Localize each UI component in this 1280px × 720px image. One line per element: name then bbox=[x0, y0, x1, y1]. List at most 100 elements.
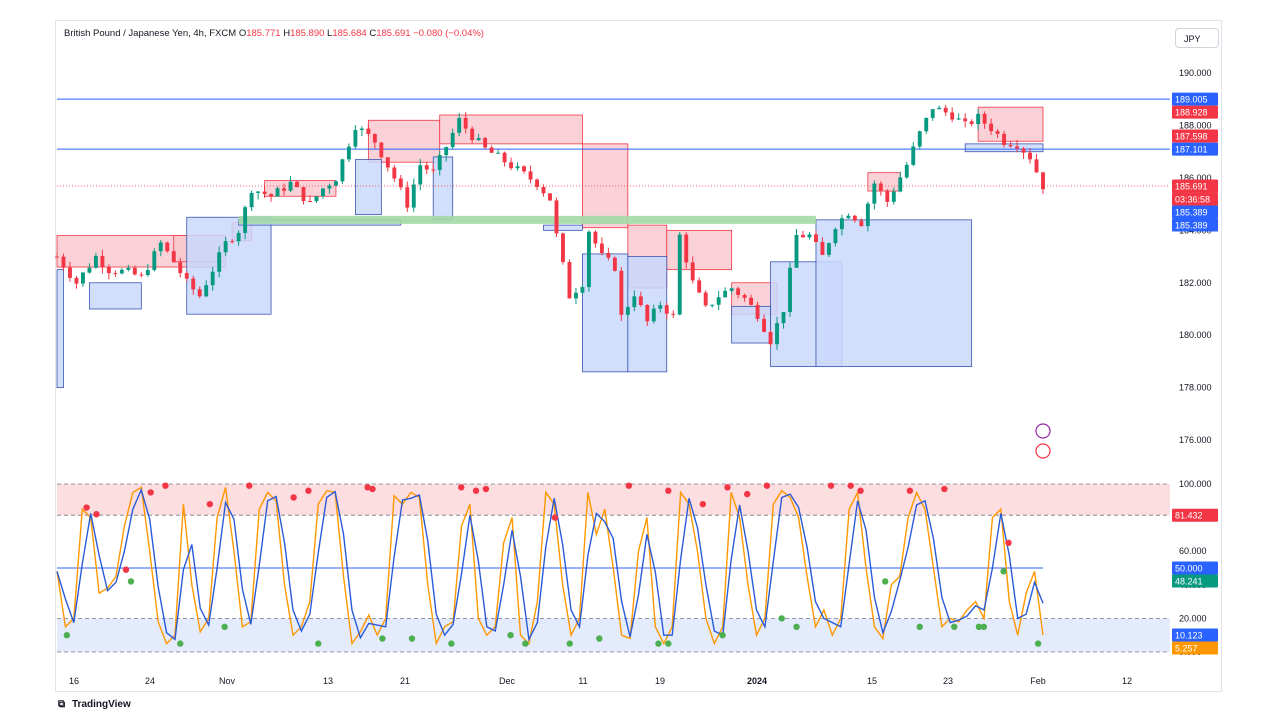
oversold-marker bbox=[665, 640, 672, 647]
candle-body bbox=[119, 269, 124, 274]
high-value: 185.890 bbox=[290, 28, 325, 39]
candle-body bbox=[249, 192, 254, 208]
oversold-marker bbox=[778, 615, 785, 622]
candle-body bbox=[463, 117, 468, 129]
overbought-marker bbox=[83, 504, 90, 511]
currency-selector[interactable]: JPY bbox=[1175, 28, 1219, 48]
candle-body bbox=[106, 267, 111, 274]
candle-body bbox=[327, 185, 332, 189]
price-tag-label: 187.101 bbox=[1175, 145, 1208, 155]
candle-body bbox=[1034, 159, 1039, 173]
price-tick-label: 180.000 bbox=[1179, 330, 1212, 340]
overbought-marker bbox=[847, 482, 854, 489]
oversold-marker bbox=[315, 640, 322, 647]
oversold-marker bbox=[448, 640, 455, 647]
countdown-tag bbox=[1172, 192, 1218, 206]
candle-body bbox=[801, 234, 805, 238]
candle-body bbox=[982, 113, 987, 124]
candle-body bbox=[937, 107, 942, 110]
candle-body bbox=[736, 288, 741, 295]
candle-body bbox=[282, 188, 286, 191]
time-tick-label: 13 bbox=[323, 676, 333, 686]
tradingview-logo[interactable]: ⧉ TradingView bbox=[58, 699, 131, 710]
price-tag-label: 188.928 bbox=[1175, 108, 1208, 118]
candle-body bbox=[61, 256, 66, 268]
overbought-marker bbox=[458, 484, 465, 491]
time-tick-label: Feb bbox=[1030, 676, 1046, 686]
candle-body bbox=[619, 270, 624, 315]
low-value: 185.684 bbox=[332, 28, 367, 39]
candle-body bbox=[314, 196, 319, 202]
overbought-marker bbox=[744, 490, 751, 498]
candle-body bbox=[152, 251, 157, 271]
candle-body bbox=[470, 128, 475, 141]
demand-zone bbox=[186, 216, 272, 315]
supply-zone bbox=[977, 106, 1044, 142]
overbought-marker bbox=[472, 487, 480, 494]
candle-body bbox=[872, 183, 877, 204]
candle-body bbox=[807, 234, 812, 238]
candle-body bbox=[885, 190, 890, 202]
price-tag-label: 185.691 bbox=[1175, 182, 1208, 192]
candle-body bbox=[522, 166, 526, 172]
candle-body bbox=[742, 294, 747, 298]
candle-body bbox=[366, 128, 371, 135]
oscillator-tag bbox=[1172, 641, 1218, 655]
candle-body bbox=[1021, 148, 1026, 153]
high-label: H bbox=[283, 28, 291, 39]
candle-body bbox=[768, 331, 773, 345]
candle-body bbox=[405, 187, 410, 208]
candle-body bbox=[295, 181, 299, 188]
candle-body bbox=[191, 278, 196, 290]
candle-body bbox=[132, 267, 137, 275]
candle-body bbox=[561, 233, 565, 263]
oversold-marker bbox=[951, 623, 958, 630]
candle-body bbox=[243, 207, 248, 233]
supply-zone bbox=[264, 180, 337, 197]
oversold-marker bbox=[127, 578, 135, 585]
candle-body bbox=[671, 313, 676, 315]
candle-body bbox=[113, 273, 118, 275]
candle-body bbox=[502, 152, 507, 163]
green-band bbox=[238, 215, 816, 224]
change-value: −0.080 (−0.04%) bbox=[413, 28, 484, 39]
candle-body bbox=[288, 181, 293, 191]
oversold-marker bbox=[1034, 640, 1042, 647]
low-label: L bbox=[327, 28, 333, 39]
candle-body bbox=[567, 262, 572, 299]
candle-body bbox=[178, 262, 183, 274]
oscillator-tag-label: 48.241 bbox=[1175, 577, 1203, 587]
supply-zone bbox=[367, 119, 441, 163]
demand-zone bbox=[543, 224, 583, 231]
candle-body bbox=[755, 304, 760, 319]
brand-label: TradingView bbox=[72, 699, 131, 710]
open-value: 185.771 bbox=[246, 28, 281, 39]
tradingview-icon: ⧉ bbox=[58, 699, 66, 710]
oscillator-tag-label: 50.000 bbox=[1175, 564, 1203, 574]
candle-body bbox=[930, 109, 935, 118]
candle-body bbox=[158, 242, 163, 252]
oscillator-tag bbox=[1172, 574, 1218, 588]
candle-body bbox=[81, 272, 85, 284]
candle-body bbox=[826, 243, 831, 255]
oversold-marker bbox=[975, 623, 983, 630]
candle-body bbox=[93, 255, 98, 268]
candle-body bbox=[684, 234, 689, 263]
overbought-marker bbox=[246, 482, 253, 489]
candle-body bbox=[308, 200, 312, 202]
oversold-marker bbox=[655, 640, 662, 647]
candle-body bbox=[256, 191, 261, 193]
candle-body bbox=[574, 292, 578, 299]
oversold-marker bbox=[719, 632, 726, 639]
time-tick-label: Nov bbox=[219, 676, 236, 686]
oscillator-tag bbox=[1172, 561, 1218, 575]
price-tick-label: 176.000 bbox=[1179, 435, 1212, 445]
candle-body bbox=[911, 146, 916, 165]
overbought-marker bbox=[625, 482, 633, 489]
candle-body bbox=[969, 121, 974, 125]
supply-zone bbox=[666, 229, 733, 271]
candle-body bbox=[217, 252, 222, 272]
candle-body bbox=[126, 267, 131, 270]
candle-body bbox=[865, 203, 870, 227]
